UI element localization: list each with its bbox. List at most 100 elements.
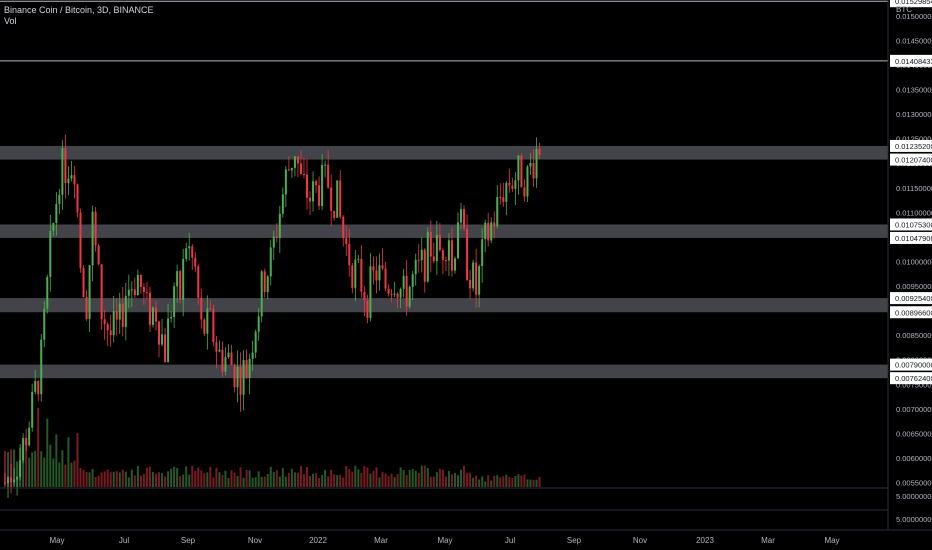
sr-zone: [0, 145, 888, 160]
volume-bar: [52, 458, 55, 487]
candle-body: [312, 181, 315, 202]
candle-body: [100, 264, 103, 320]
candle: [200, 288, 203, 329]
volume-bar: [293, 472, 296, 487]
candle-body: [260, 271, 263, 317]
candle-body: [185, 248, 188, 259]
candle: [191, 244, 194, 270]
candle: [514, 172, 517, 206]
volume-bar: [333, 474, 336, 487]
candle-body: [535, 149, 538, 179]
candle: [257, 307, 260, 341]
candle: [16, 476, 19, 496]
volume-bar: [478, 479, 481, 487]
candle-body: [19, 460, 22, 478]
volume-bar: [399, 467, 402, 487]
volume-bar: [197, 467, 200, 487]
volume-bar: [40, 451, 43, 487]
candle: [469, 269, 472, 300]
candle-body: [10, 477, 13, 483]
volume-bar: [242, 477, 245, 487]
symbol-legend[interactable]: Binance Coin / Bitcoin, 3D, BINANCE: [4, 5, 154, 15]
zone-price-label-bg: [890, 292, 932, 305]
candle-body: [224, 357, 227, 372]
price-tick-label: 0.00750000: [896, 380, 932, 389]
candle: [414, 253, 417, 286]
volume-bar: [179, 476, 182, 487]
volume-bar: [499, 477, 502, 487]
volume-bar: [375, 467, 378, 487]
volume-legend[interactable]: Vol: [4, 16, 17, 26]
candle-body: [532, 162, 535, 179]
volume-bar: [67, 437, 70, 487]
candle-body: [306, 174, 308, 198]
candle: [43, 300, 46, 348]
volume-bar: [127, 477, 130, 487]
candle: [34, 369, 37, 395]
candle-body: [453, 258, 456, 271]
candle-body: [423, 249, 426, 282]
volume-bar: [417, 473, 420, 487]
volume-bar: [76, 433, 79, 487]
volume-bar: [170, 468, 173, 487]
candle-body: [91, 211, 94, 266]
volume-bar: [517, 474, 520, 487]
candle: [345, 225, 348, 256]
volume-bar: [85, 471, 88, 487]
volume-bar: [191, 465, 194, 487]
volume-bar: [457, 475, 459, 487]
candle: [532, 149, 535, 187]
volume-bar: [58, 462, 61, 487]
volume-bar: [269, 466, 272, 487]
volume-bar: [393, 477, 396, 487]
volume-bar: [239, 467, 242, 487]
candle: [248, 353, 251, 395]
candle: [423, 248, 426, 293]
candlesticks: [4, 134, 541, 499]
candle: [64, 134, 67, 199]
volume-bar: [302, 474, 305, 487]
candle-body: [103, 319, 106, 325]
candle-body: [505, 182, 508, 202]
volume-bar: [354, 465, 357, 487]
candle: [194, 251, 197, 273]
candle-body: [472, 262, 475, 289]
candle: [197, 264, 200, 305]
volume-bar: [278, 476, 281, 487]
price-tick-label: 0.01100000: [896, 208, 932, 217]
candle-body: [158, 321, 161, 345]
volume-bar: [381, 472, 384, 487]
candle-body: [233, 365, 236, 388]
candle-body: [266, 276, 269, 292]
volume-bar: [535, 479, 538, 487]
candle-body: [170, 317, 173, 319]
candle: [523, 179, 526, 202]
candle: [490, 217, 493, 244]
volume-bar: [514, 476, 517, 487]
candle: [82, 265, 85, 298]
volume-scale: 5.00000000 5.00000000: [896, 492, 932, 524]
volume-bar: [348, 469, 351, 487]
time-scale[interactable]: May Jul Sep Nov 2022 Mar May Jul Sep Nov 2023 Mar Ma…: [49, 536, 839, 545]
candle-body: [7, 477, 10, 483]
candle: [508, 168, 511, 193]
candle-body: [281, 194, 284, 214]
candle-body: [469, 279, 472, 289]
candle-body: [67, 178, 70, 184]
candle: [284, 165, 287, 208]
candle-body: [296, 156, 299, 164]
volume-bar: [469, 472, 472, 487]
candle: [315, 179, 318, 193]
candle-body: [272, 236, 275, 248]
candle: [7, 475, 10, 499]
volume-bar: [363, 466, 366, 487]
candle: [49, 214, 52, 292]
candle-body: [209, 308, 212, 310]
candle-body: [324, 164, 327, 166]
volume-bar: [176, 467, 179, 487]
volume-bar: [299, 465, 302, 487]
candle-body: [106, 324, 109, 331]
candle-body: [414, 259, 417, 275]
candle: [127, 274, 130, 309]
